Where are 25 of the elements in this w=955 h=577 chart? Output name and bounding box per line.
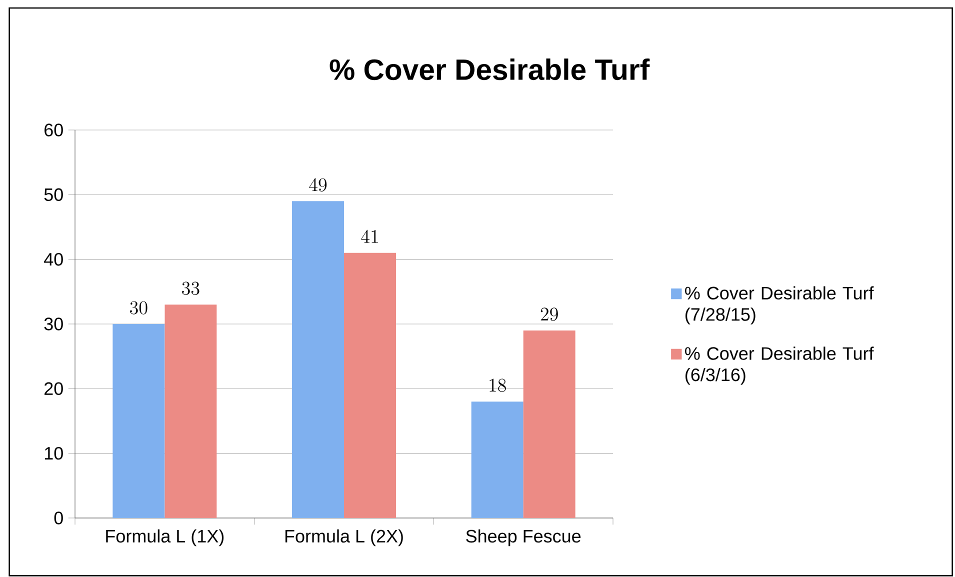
- y-tick-label: 0: [54, 512, 63, 524]
- data-label: 41: [361, 230, 378, 243]
- bar: [523, 330, 576, 518]
- data-label: 30: [130, 301, 148, 314]
- data-label: 29: [540, 308, 558, 321]
- legend-label: % Cover Desirable Turf (6/3/16): [685, 346, 874, 385]
- chart-title: % Cover Desirable Turf: [330, 58, 650, 80]
- legend-label: % Cover Desirable Turf (7/28/15): [685, 286, 874, 324]
- data-label: 33: [182, 282, 200, 295]
- y-tick-label: 60: [44, 124, 63, 136]
- bar: [471, 402, 524, 518]
- y-tick-label: 50: [44, 188, 63, 202]
- bar: [164, 304, 217, 518]
- bar: [112, 324, 165, 518]
- y-tick-label: 30: [44, 318, 63, 330]
- bar: [292, 201, 344, 518]
- x-tick-label: Sheep Fescue: [466, 529, 581, 546]
- y-tick-label: 10: [44, 446, 63, 460]
- data-label: 49: [309, 178, 327, 192]
- y-tick-label: 20: [44, 382, 63, 396]
- x-tick-label: Formula L (1X): [106, 529, 224, 546]
- y-tick-label: 40: [44, 252, 63, 266]
- x-tick-label: Formula L (2X): [285, 529, 403, 546]
- bar: [344, 252, 396, 518]
- data-label: 18: [490, 378, 506, 392]
